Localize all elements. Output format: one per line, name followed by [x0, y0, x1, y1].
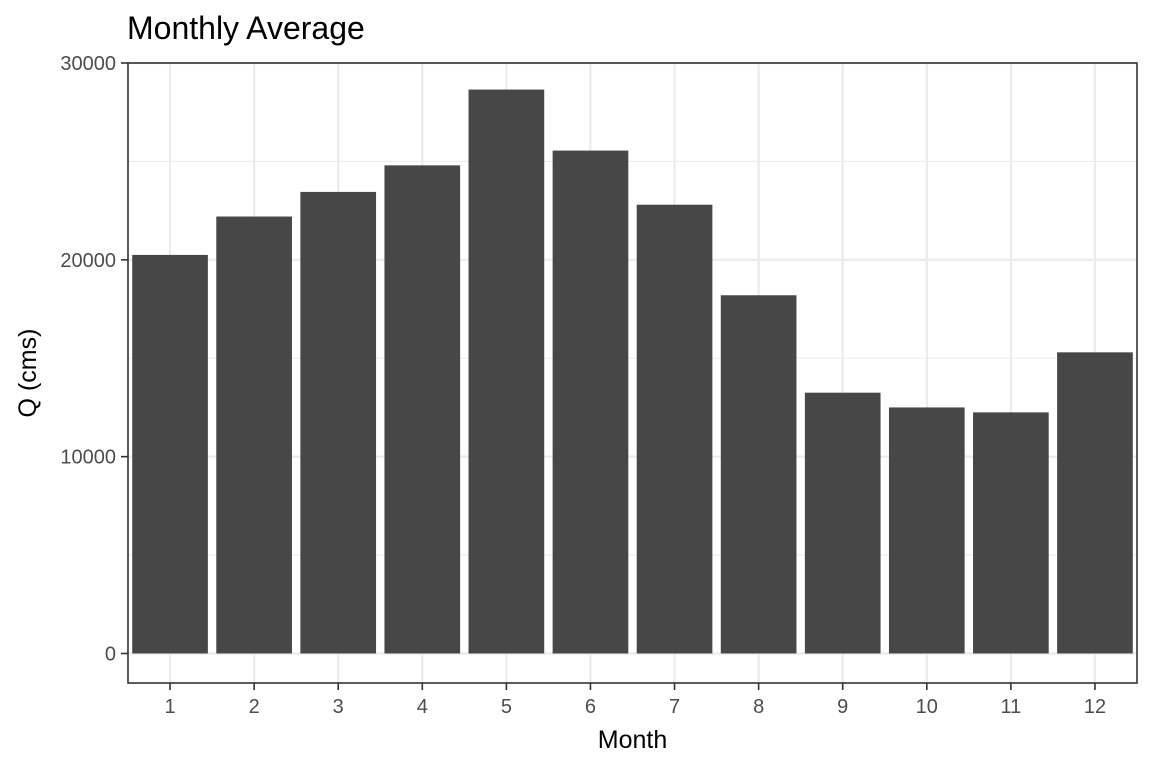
- x-tick-label: 2: [249, 696, 260, 718]
- x-tick-label: 7: [669, 696, 680, 718]
- y-tick-label: 30000: [60, 53, 116, 75]
- y-tick-label: 0: [105, 643, 116, 665]
- y-axis-title: Q (cms): [14, 329, 42, 418]
- bar-month-3: [300, 191, 377, 654]
- bar-month-12: [1057, 352, 1133, 654]
- x-tick-label: 4: [417, 696, 428, 718]
- minor-gridlines: [128, 160, 1137, 556]
- y-tick-label: 10000: [60, 447, 116, 469]
- x-axis-title: Month: [598, 726, 667, 754]
- x-tick-label: 3: [333, 696, 344, 718]
- chart-title: Monthly Average: [127, 10, 365, 46]
- bar-month-11: [973, 412, 1049, 654]
- x-tick-label: 1: [164, 696, 175, 718]
- panel-border: [127, 62, 1138, 684]
- bar-month-1: [132, 254, 208, 654]
- bar-month-2: [216, 216, 292, 654]
- y-tick-label: 20000: [60, 250, 116, 272]
- x-tick-label: 8: [753, 696, 764, 718]
- x-tick-label: 6: [585, 696, 596, 718]
- x-tick-label: 12: [1084, 696, 1106, 718]
- x-tick-label: 5: [501, 696, 512, 718]
- plot-panel: [127, 61, 1138, 684]
- bar-month-6: [552, 150, 629, 654]
- bar-month-5: [468, 89, 545, 654]
- bar-month-7: [636, 204, 713, 654]
- bar-month-4: [384, 165, 461, 654]
- bar-month-10: [888, 407, 965, 654]
- x-tick-label: 10: [916, 696, 938, 718]
- bar-month-8: [720, 295, 797, 654]
- x-tick-label: 11: [1000, 696, 1021, 718]
- x-axis: 1 2 3 4 5 6 7 8 9 10 11 12: [164, 683, 1106, 718]
- y-axis: 0 10000 20000 30000: [60, 53, 128, 665]
- x-tick-label: 9: [837, 696, 848, 718]
- bar-month-9: [804, 392, 881, 654]
- bar-series: [132, 89, 1133, 654]
